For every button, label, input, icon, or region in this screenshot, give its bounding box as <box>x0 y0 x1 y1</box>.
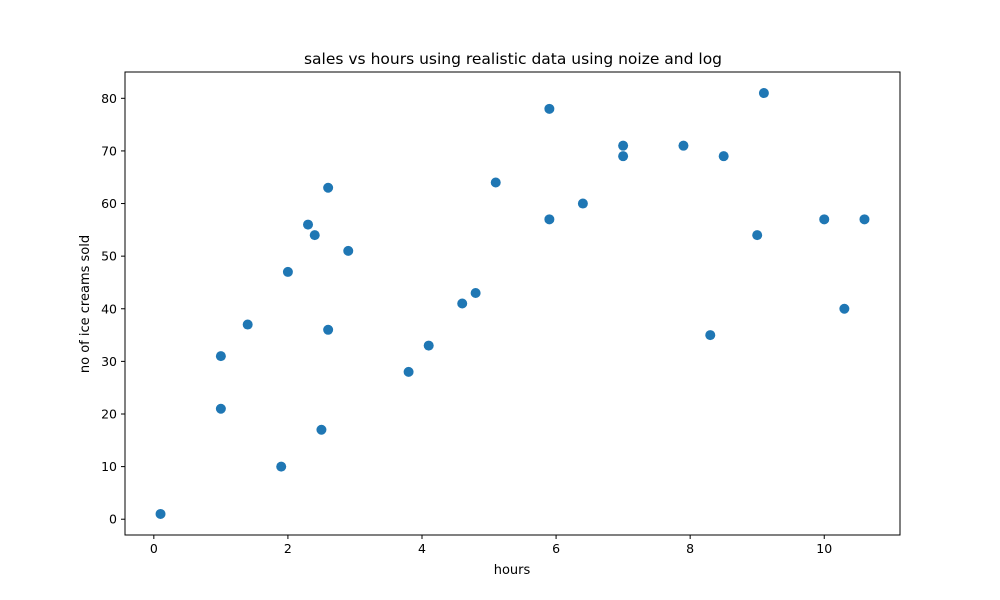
data-point-26 <box>758 88 769 99</box>
data-point-5 <box>282 266 293 277</box>
x-axis-ticks: 0 2 4 6 8 10 <box>150 535 832 556</box>
plot-area-frame <box>124 71 901 536</box>
y-tick-label: 50 <box>101 249 117 264</box>
data-point-14 <box>457 298 468 309</box>
x-axis-label: hours <box>494 563 531 578</box>
y-tick-label: 70 <box>101 143 117 158</box>
y-tick-label: 20 <box>101 406 117 421</box>
data-point-2 <box>215 403 226 414</box>
data-point-25 <box>752 230 763 241</box>
data-point-1 <box>215 351 226 362</box>
y-tick-label: 10 <box>101 459 117 474</box>
data-point-0 <box>155 508 166 519</box>
x-tick-label: 0 <box>150 541 158 556</box>
y-tick-label: 80 <box>101 91 117 106</box>
data-point-6 <box>303 219 314 230</box>
data-point-4 <box>276 461 287 472</box>
data-point-16 <box>490 177 501 188</box>
y-axis-ticks: 0 10 20 30 40 50 60 70 80 <box>101 91 125 527</box>
chart-title: sales vs hours using realistic data usin… <box>304 50 722 68</box>
y-tick-label: 30 <box>101 354 117 369</box>
data-point-20 <box>618 140 629 151</box>
data-point-18 <box>544 214 555 225</box>
x-tick-label: 4 <box>418 541 426 556</box>
x-tick-label: 2 <box>284 541 292 556</box>
data-point-8 <box>316 424 327 435</box>
data-point-17 <box>544 103 555 114</box>
points-layer <box>155 88 870 519</box>
y-axis-label: no of ice creams sold <box>78 235 93 373</box>
y-tick-label: 0 <box>109 512 117 527</box>
data-point-22 <box>678 140 689 151</box>
data-point-21 <box>618 151 629 162</box>
data-point-28 <box>839 303 850 314</box>
data-point-23 <box>705 330 716 341</box>
data-point-15 <box>470 287 481 298</box>
data-point-9 <box>323 182 334 193</box>
data-point-27 <box>819 214 830 225</box>
x-tick-label: 10 <box>816 541 832 556</box>
data-point-11 <box>343 245 354 256</box>
data-point-12 <box>403 366 414 377</box>
data-point-13 <box>423 340 434 351</box>
data-point-10 <box>323 324 334 335</box>
y-tick-label: 60 <box>101 196 117 211</box>
y-tick-label: 40 <box>101 301 117 316</box>
data-point-24 <box>718 151 729 162</box>
data-point-7 <box>309 230 320 241</box>
x-tick-label: 8 <box>686 541 694 556</box>
x-tick-label: 6 <box>552 541 560 556</box>
data-point-3 <box>242 319 253 330</box>
data-point-19 <box>577 198 588 209</box>
data-point-29 <box>859 214 870 225</box>
